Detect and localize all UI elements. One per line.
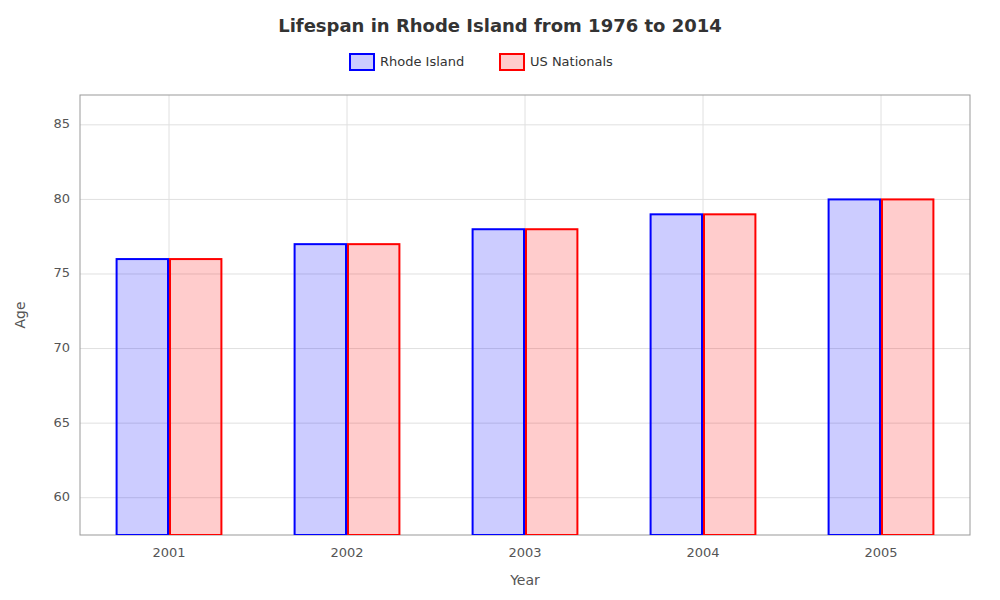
x-tick-label: 2005 xyxy=(864,545,897,560)
y-tick-label: 75 xyxy=(53,265,70,280)
y-axis-label: Age xyxy=(12,301,28,328)
bars xyxy=(117,199,934,535)
bar xyxy=(473,229,524,535)
bar xyxy=(704,214,755,535)
axes: 60 65 70 75 80 85 2001 2002 2003 2004 2005 xyxy=(53,95,970,560)
bar xyxy=(117,259,168,535)
bar xyxy=(651,214,702,535)
y-tick-label: 70 xyxy=(53,340,70,355)
background xyxy=(0,0,1000,600)
legend-item: US Nationals xyxy=(500,54,613,71)
bar xyxy=(348,244,399,535)
bar xyxy=(882,199,933,535)
plot-frame xyxy=(80,95,970,535)
bar xyxy=(829,199,880,535)
legend-label: US Nationals xyxy=(530,54,613,69)
x-axis-label: Year xyxy=(509,572,540,588)
bar xyxy=(295,244,346,535)
y-tick-label: 85 xyxy=(53,116,70,131)
legend-swatch xyxy=(350,54,374,70)
bar xyxy=(526,229,577,535)
legend: Rhode Island US Nationals xyxy=(350,54,613,71)
legend-swatch xyxy=(500,54,524,70)
bar xyxy=(170,259,221,535)
x-tick-label: 2002 xyxy=(330,545,363,560)
chart-container: 60 65 70 75 80 85 2001 2002 2003 2004 2005 Lifespan… xyxy=(0,0,1000,600)
legend-label: Rhode Island xyxy=(380,54,464,69)
y-tick-label: 60 xyxy=(53,489,70,504)
y-tick-label: 80 xyxy=(53,191,70,206)
x-tick-label: 2003 xyxy=(508,545,541,560)
x-tick-label: 2001 xyxy=(152,545,185,560)
legend-item: Rhode Island xyxy=(350,54,464,71)
x-tick-label: 2004 xyxy=(686,545,719,560)
chart: 60 65 70 75 80 85 2001 2002 2003 2004 2005 Lifespan… xyxy=(0,0,1000,600)
y-tick-label: 65 xyxy=(53,415,70,430)
title: Lifespan in Rhode Island from 1976 to 20… xyxy=(278,15,722,36)
grid xyxy=(80,95,970,535)
